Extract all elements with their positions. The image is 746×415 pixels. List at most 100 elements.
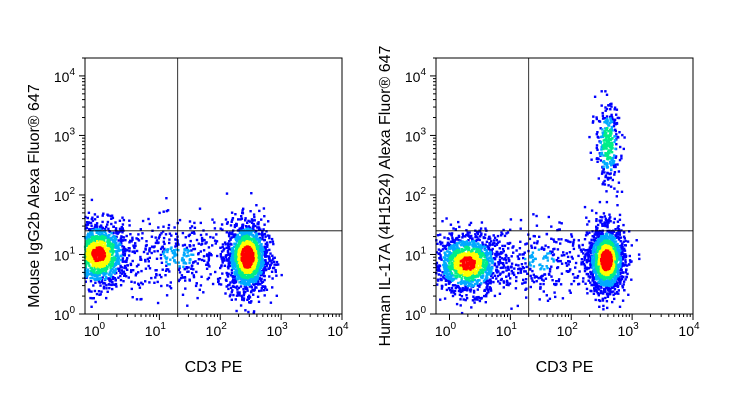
event-dot <box>114 250 117 253</box>
event-dot <box>453 242 456 245</box>
event-dot <box>571 257 574 260</box>
event-dot <box>611 243 615 246</box>
event-dot <box>97 232 100 236</box>
event-dot <box>518 267 521 270</box>
event-dot <box>111 277 115 281</box>
event-dot <box>613 106 617 109</box>
event-dot <box>547 272 551 276</box>
event-dot <box>228 259 231 263</box>
event-dot <box>613 121 616 124</box>
event-dot <box>625 275 628 279</box>
event-dot <box>606 176 609 179</box>
event-dot <box>465 233 468 237</box>
event-dot <box>109 214 112 218</box>
event-dot <box>137 239 141 242</box>
event-dot <box>614 284 617 287</box>
event-dot <box>484 243 487 246</box>
event-dot <box>148 250 151 253</box>
event-dot <box>484 301 487 304</box>
event-dot <box>263 232 267 236</box>
event-dot <box>595 146 598 150</box>
event-dot <box>608 240 611 243</box>
event-dot <box>233 225 237 229</box>
event-dot <box>223 259 226 262</box>
event-dot <box>191 264 194 267</box>
event-dot <box>468 235 471 238</box>
event-dot <box>93 218 97 221</box>
event-dot <box>245 234 249 237</box>
event-dot <box>463 280 466 283</box>
event-dot <box>256 283 260 286</box>
event-dot <box>124 239 127 242</box>
event-dot <box>174 261 177 264</box>
event-dot <box>108 271 111 274</box>
event-dot <box>488 279 491 282</box>
event-dot <box>606 223 609 227</box>
event-dot <box>481 274 485 277</box>
event-dot <box>616 190 619 193</box>
event-dot <box>618 305 622 308</box>
event-dot <box>105 296 108 300</box>
event-dot <box>622 223 625 227</box>
event-dot <box>462 281 465 284</box>
event-dot <box>596 148 599 151</box>
event-dot <box>117 262 120 265</box>
event-dot <box>106 254 110 257</box>
event-dot <box>249 275 252 278</box>
event-dot <box>600 277 604 281</box>
event-dot <box>617 170 621 173</box>
event-dot <box>97 253 100 256</box>
event-dot <box>88 259 91 262</box>
event-dot <box>496 274 500 278</box>
event-dot <box>597 157 600 160</box>
event-dot <box>495 243 499 246</box>
event-dot <box>490 274 493 278</box>
event-dot <box>461 290 464 293</box>
event-dot <box>256 276 260 279</box>
event-dot <box>615 284 619 288</box>
event-dot <box>270 262 273 265</box>
event-dot <box>185 246 189 249</box>
event-dot <box>571 273 575 276</box>
event-dot <box>252 293 255 296</box>
event-dot <box>550 257 554 260</box>
event-dot <box>250 192 253 195</box>
event-dot <box>90 274 94 277</box>
event-dot <box>505 232 508 235</box>
event-dot <box>457 235 461 238</box>
event-dot <box>231 217 235 220</box>
event-dot <box>116 232 119 235</box>
event-dot <box>239 277 242 281</box>
event-dot <box>108 279 111 282</box>
event-dot <box>593 259 596 262</box>
event-dot <box>594 248 598 252</box>
event-dot <box>244 249 247 252</box>
event-dot <box>599 127 602 130</box>
event-dot <box>617 258 620 261</box>
event-dot <box>267 220 270 223</box>
event-dot <box>183 267 186 271</box>
event-dot <box>553 282 556 286</box>
event-dot <box>253 215 256 219</box>
event-dot <box>184 236 187 239</box>
event-dot <box>90 238 94 241</box>
event-dot <box>174 245 177 248</box>
event-dot <box>603 179 606 183</box>
event-dot <box>113 236 116 240</box>
event-dot <box>569 268 572 271</box>
event-dot <box>579 248 583 251</box>
event-dot <box>207 259 210 262</box>
event-dot <box>188 220 192 223</box>
event-dot <box>102 287 106 290</box>
event-dot <box>597 241 600 244</box>
event-dot <box>224 292 227 295</box>
event-dot <box>230 269 234 272</box>
event-dot <box>115 285 118 288</box>
event-dot <box>115 261 119 264</box>
event-dot <box>205 263 208 266</box>
event-dot <box>463 243 466 246</box>
event-dot <box>230 220 233 223</box>
event-dot <box>227 267 230 270</box>
event-dot <box>164 269 168 272</box>
y-axis-label-left: Mouse IgG2b Alexa Fluor® 647 <box>26 84 43 308</box>
